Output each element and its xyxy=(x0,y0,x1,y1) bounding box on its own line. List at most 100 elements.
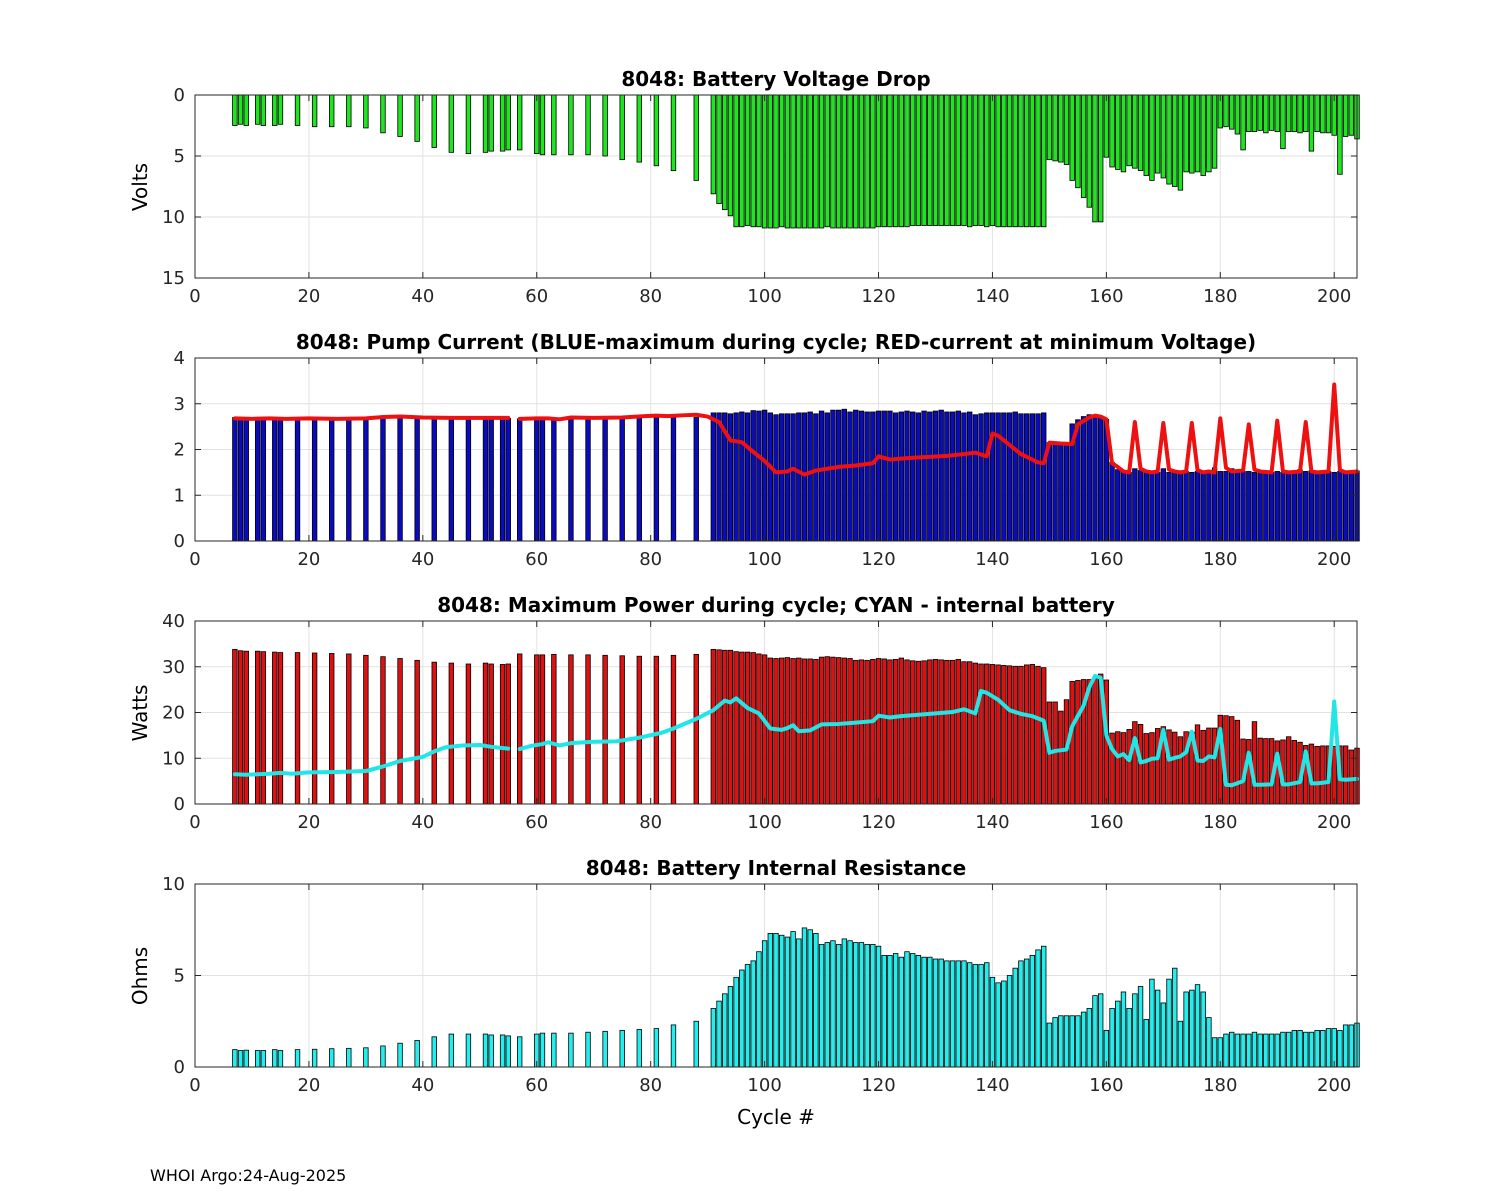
resistance-bar xyxy=(1006,975,1013,1068)
resistance-bar xyxy=(1069,1015,1075,1068)
voltage-bar xyxy=(710,94,717,195)
voltage-bar xyxy=(847,94,853,229)
power-bar xyxy=(1006,665,1013,805)
pump-current-bar xyxy=(1308,470,1315,542)
resistance-bar xyxy=(1046,1022,1053,1068)
resistance-bar xyxy=(921,956,927,1068)
power-bar xyxy=(813,659,819,805)
pump-current-bar xyxy=(824,412,830,542)
voltage-bar xyxy=(898,94,904,228)
voltage-bar xyxy=(972,94,979,226)
pump-current-ytick-label: 2 xyxy=(174,440,185,461)
resistance-bar xyxy=(892,953,899,1068)
voltage-bar xyxy=(636,94,642,163)
resistance-bar xyxy=(910,953,916,1068)
voltage-bar xyxy=(801,94,808,229)
resistance-bar xyxy=(807,929,813,1068)
voltage-bar xyxy=(927,94,933,226)
pump-current-bar xyxy=(1041,412,1047,542)
pump-current-bar xyxy=(619,417,625,542)
power-bar xyxy=(1018,665,1024,805)
power-bar xyxy=(602,654,608,805)
voltage-bar xyxy=(722,94,728,211)
resistance-bar xyxy=(927,956,933,1068)
pump-current-bar xyxy=(756,410,762,542)
resistance-bar xyxy=(1063,1015,1070,1068)
pump-current-bar xyxy=(1257,471,1263,542)
resistance-bar xyxy=(961,960,967,1068)
power-bar xyxy=(1177,736,1184,805)
voltage-bar xyxy=(904,94,910,228)
resistance-bar xyxy=(813,933,819,1068)
voltage-xtick-label: 100 xyxy=(747,286,781,307)
resistance-bar xyxy=(1052,1017,1058,1068)
pump-current-bar xyxy=(585,417,591,542)
pump-current-bar xyxy=(277,418,284,542)
power-bar xyxy=(619,655,625,805)
resistance-bar xyxy=(966,962,973,1068)
voltage-bar xyxy=(380,94,386,134)
voltage-bar xyxy=(1331,94,1337,136)
voltage-bar xyxy=(1268,94,1275,131)
voltage-bar xyxy=(1103,94,1110,158)
pump-current-bar xyxy=(716,412,722,542)
pump-current-bar xyxy=(517,418,523,542)
resistance-bar xyxy=(904,951,910,1068)
pump-current-bar xyxy=(1342,471,1349,542)
resistance-bar xyxy=(636,1029,642,1068)
resistance-bar xyxy=(539,1032,546,1068)
pump-current-bar xyxy=(972,414,979,542)
resistance-bar xyxy=(277,1050,284,1068)
power-bar xyxy=(733,651,739,805)
pump-current-bar xyxy=(961,412,967,542)
pump-current-bar xyxy=(243,417,249,542)
pump-current-bar xyxy=(1098,417,1104,542)
power-bar xyxy=(488,663,494,805)
resistance-bar xyxy=(1086,1008,1092,1068)
voltage-bar xyxy=(1257,94,1263,131)
voltage-bar xyxy=(1092,94,1098,223)
pump-current-bar xyxy=(904,410,910,542)
resistance-bar xyxy=(1206,1017,1212,1068)
voltage-bar xyxy=(619,94,625,161)
voltage-bar xyxy=(1001,94,1007,228)
voltage-bar xyxy=(1246,94,1252,132)
resistance-bar xyxy=(830,940,836,1068)
power-xtick-label: 120 xyxy=(861,812,895,833)
voltage-bar xyxy=(1086,94,1092,208)
resistance-bar xyxy=(232,1049,238,1068)
power-bar xyxy=(710,648,717,805)
voltage-bar xyxy=(1342,94,1349,137)
resistance-bar xyxy=(1274,1033,1280,1068)
pump-current-bar xyxy=(887,410,893,542)
voltage-bar xyxy=(329,94,335,128)
resistance-bar xyxy=(397,1042,403,1068)
voltage-bar xyxy=(881,94,887,228)
voltage-bar xyxy=(761,94,768,229)
pump-current-bar xyxy=(807,411,813,542)
power-bar xyxy=(835,657,842,805)
pump-current-bar xyxy=(237,417,244,542)
resistance-xtick-label: 20 xyxy=(297,1075,320,1096)
pump-current-bar xyxy=(1160,468,1167,542)
resistance-bar xyxy=(870,943,876,1068)
resistance-bar xyxy=(1189,989,1195,1068)
power-xtick-label: 200 xyxy=(1317,812,1351,833)
resistance-bar xyxy=(1320,1030,1326,1068)
resistance-bar xyxy=(1149,978,1155,1068)
pump-current-xtick-label: 60 xyxy=(525,549,548,570)
voltage-bar xyxy=(237,94,244,125)
voltage-bar xyxy=(1206,94,1212,173)
power-bar xyxy=(1012,665,1018,805)
voltage-bar xyxy=(910,94,916,226)
resistance-bar xyxy=(693,1020,699,1068)
power-bar xyxy=(277,652,284,805)
pump-current-ytick-label: 3 xyxy=(174,394,185,415)
voltage-bar xyxy=(272,94,278,126)
resistance-ytick-label: 5 xyxy=(174,966,185,987)
pump-current-bar xyxy=(1143,471,1149,542)
power-bar xyxy=(949,659,956,805)
voltage-bar xyxy=(1137,94,1144,172)
pump-current-ytick-label: 4 xyxy=(174,348,185,369)
